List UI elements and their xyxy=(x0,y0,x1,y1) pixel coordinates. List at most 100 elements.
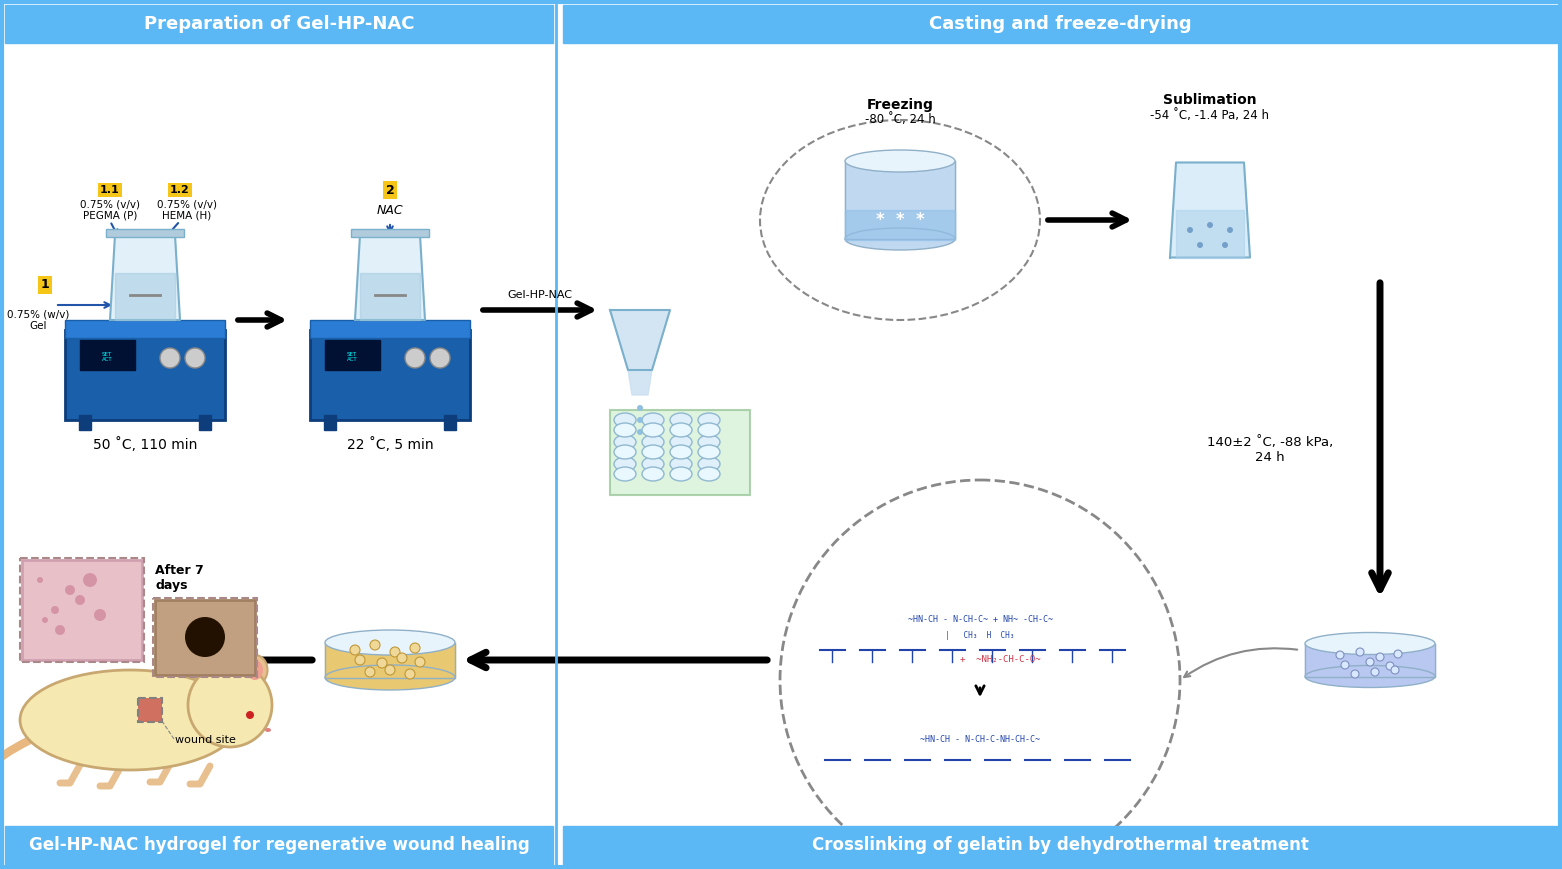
Bar xyxy=(5,826,553,864)
Bar xyxy=(323,415,336,430)
Circle shape xyxy=(52,606,59,614)
Circle shape xyxy=(637,429,644,435)
Ellipse shape xyxy=(266,728,270,732)
Ellipse shape xyxy=(698,445,720,459)
Ellipse shape xyxy=(670,457,692,471)
Ellipse shape xyxy=(698,457,720,471)
Bar xyxy=(562,826,1557,864)
Bar xyxy=(611,410,750,495)
Circle shape xyxy=(350,645,359,655)
Text: 0.75% (v/v)
PEGMA (P): 0.75% (v/v) PEGMA (P) xyxy=(80,199,141,221)
Ellipse shape xyxy=(614,413,636,427)
Bar xyxy=(198,415,211,430)
Text: 1: 1 xyxy=(41,278,50,291)
Circle shape xyxy=(159,348,180,368)
Circle shape xyxy=(355,655,366,665)
Polygon shape xyxy=(109,235,180,320)
Ellipse shape xyxy=(670,467,692,481)
Text: wound site: wound site xyxy=(175,735,236,745)
Ellipse shape xyxy=(642,435,664,449)
Ellipse shape xyxy=(247,660,262,680)
Ellipse shape xyxy=(670,435,692,449)
Bar xyxy=(351,229,430,237)
Bar xyxy=(155,600,255,675)
Ellipse shape xyxy=(642,413,664,427)
Circle shape xyxy=(397,653,408,663)
Circle shape xyxy=(1196,242,1203,248)
Text: SET
ACT: SET ACT xyxy=(102,352,112,362)
Ellipse shape xyxy=(670,445,692,459)
Bar xyxy=(444,415,456,430)
Ellipse shape xyxy=(642,423,664,437)
Text: 0.75% (w/v)
Gel: 0.75% (w/v) Gel xyxy=(6,309,69,331)
Bar xyxy=(80,340,134,370)
Text: -54 ˚C, -1.4 Pa, 24 h: -54 ˚C, -1.4 Pa, 24 h xyxy=(1151,109,1270,123)
Circle shape xyxy=(384,665,395,675)
Circle shape xyxy=(1393,650,1403,658)
Ellipse shape xyxy=(614,423,636,437)
Text: |   CH₃  H  CH₃: | CH₃ H CH₃ xyxy=(945,631,1015,640)
Circle shape xyxy=(184,617,225,657)
Text: After 7
days: After 7 days xyxy=(155,564,203,592)
Polygon shape xyxy=(359,273,420,320)
Circle shape xyxy=(187,663,272,747)
Circle shape xyxy=(1336,651,1343,659)
Text: *: * xyxy=(895,211,904,229)
Text: 140±2 ˚C, -88 kPa,
24 h: 140±2 ˚C, -88 kPa, 24 h xyxy=(1207,436,1332,464)
Circle shape xyxy=(415,657,425,667)
Text: 1.1: 1.1 xyxy=(100,185,120,195)
Ellipse shape xyxy=(845,228,954,250)
Circle shape xyxy=(73,593,87,607)
Ellipse shape xyxy=(614,435,636,449)
Circle shape xyxy=(1356,648,1364,656)
Ellipse shape xyxy=(845,150,954,172)
Ellipse shape xyxy=(1304,666,1435,687)
Circle shape xyxy=(405,669,415,679)
Polygon shape xyxy=(1170,163,1250,257)
Circle shape xyxy=(637,417,644,423)
Polygon shape xyxy=(355,235,425,320)
Text: 1.2: 1.2 xyxy=(170,185,191,195)
Text: ~HN-CH - N-CH-C-NH-CH-C~: ~HN-CH - N-CH-C-NH-CH-C~ xyxy=(920,735,1040,745)
Circle shape xyxy=(430,348,450,368)
FancyBboxPatch shape xyxy=(137,698,162,722)
Circle shape xyxy=(1385,662,1393,670)
Bar xyxy=(106,229,184,237)
Polygon shape xyxy=(845,210,954,240)
Ellipse shape xyxy=(1304,633,1435,654)
Ellipse shape xyxy=(698,467,720,481)
Ellipse shape xyxy=(642,445,664,459)
Text: ~HN-CH - N-CH-C~ + NH~ -CH-C~: ~HN-CH - N-CH-C~ + NH~ -CH-C~ xyxy=(908,615,1053,625)
Bar xyxy=(66,320,225,338)
Circle shape xyxy=(87,577,94,583)
Text: SET
ACT: SET ACT xyxy=(347,352,358,362)
Ellipse shape xyxy=(325,630,455,655)
Text: 0.75% (v/v)
HEMA (H): 0.75% (v/v) HEMA (H) xyxy=(158,199,217,221)
Circle shape xyxy=(1221,242,1228,248)
Ellipse shape xyxy=(698,435,720,449)
Polygon shape xyxy=(325,642,455,678)
Text: 22 ˚C, 5 min: 22 ˚C, 5 min xyxy=(347,437,433,453)
Text: 50 ˚C, 110 min: 50 ˚C, 110 min xyxy=(92,437,197,453)
Text: Preparation of Gel-HP-NAC: Preparation of Gel-HP-NAC xyxy=(144,15,414,33)
Circle shape xyxy=(1342,661,1350,669)
Polygon shape xyxy=(628,370,651,395)
Circle shape xyxy=(1367,658,1375,666)
Text: -80 ˚C, 24 h: -80 ˚C, 24 h xyxy=(865,114,936,127)
Circle shape xyxy=(34,575,45,585)
Circle shape xyxy=(1392,666,1400,674)
Text: Gel-HP-NAC: Gel-HP-NAC xyxy=(508,290,573,300)
Bar xyxy=(22,560,142,660)
Bar xyxy=(80,415,91,430)
Ellipse shape xyxy=(642,467,664,481)
Ellipse shape xyxy=(20,670,241,770)
Circle shape xyxy=(370,640,380,650)
Text: Casting and freeze-drying: Casting and freeze-drying xyxy=(929,15,1192,33)
Bar xyxy=(309,320,470,338)
Circle shape xyxy=(1187,227,1193,233)
Bar xyxy=(309,330,470,420)
Polygon shape xyxy=(611,310,670,370)
Circle shape xyxy=(245,711,255,719)
Text: +  ~NH₂-CH-C-O~: + ~NH₂-CH-C-O~ xyxy=(959,655,1040,665)
Ellipse shape xyxy=(642,457,664,471)
